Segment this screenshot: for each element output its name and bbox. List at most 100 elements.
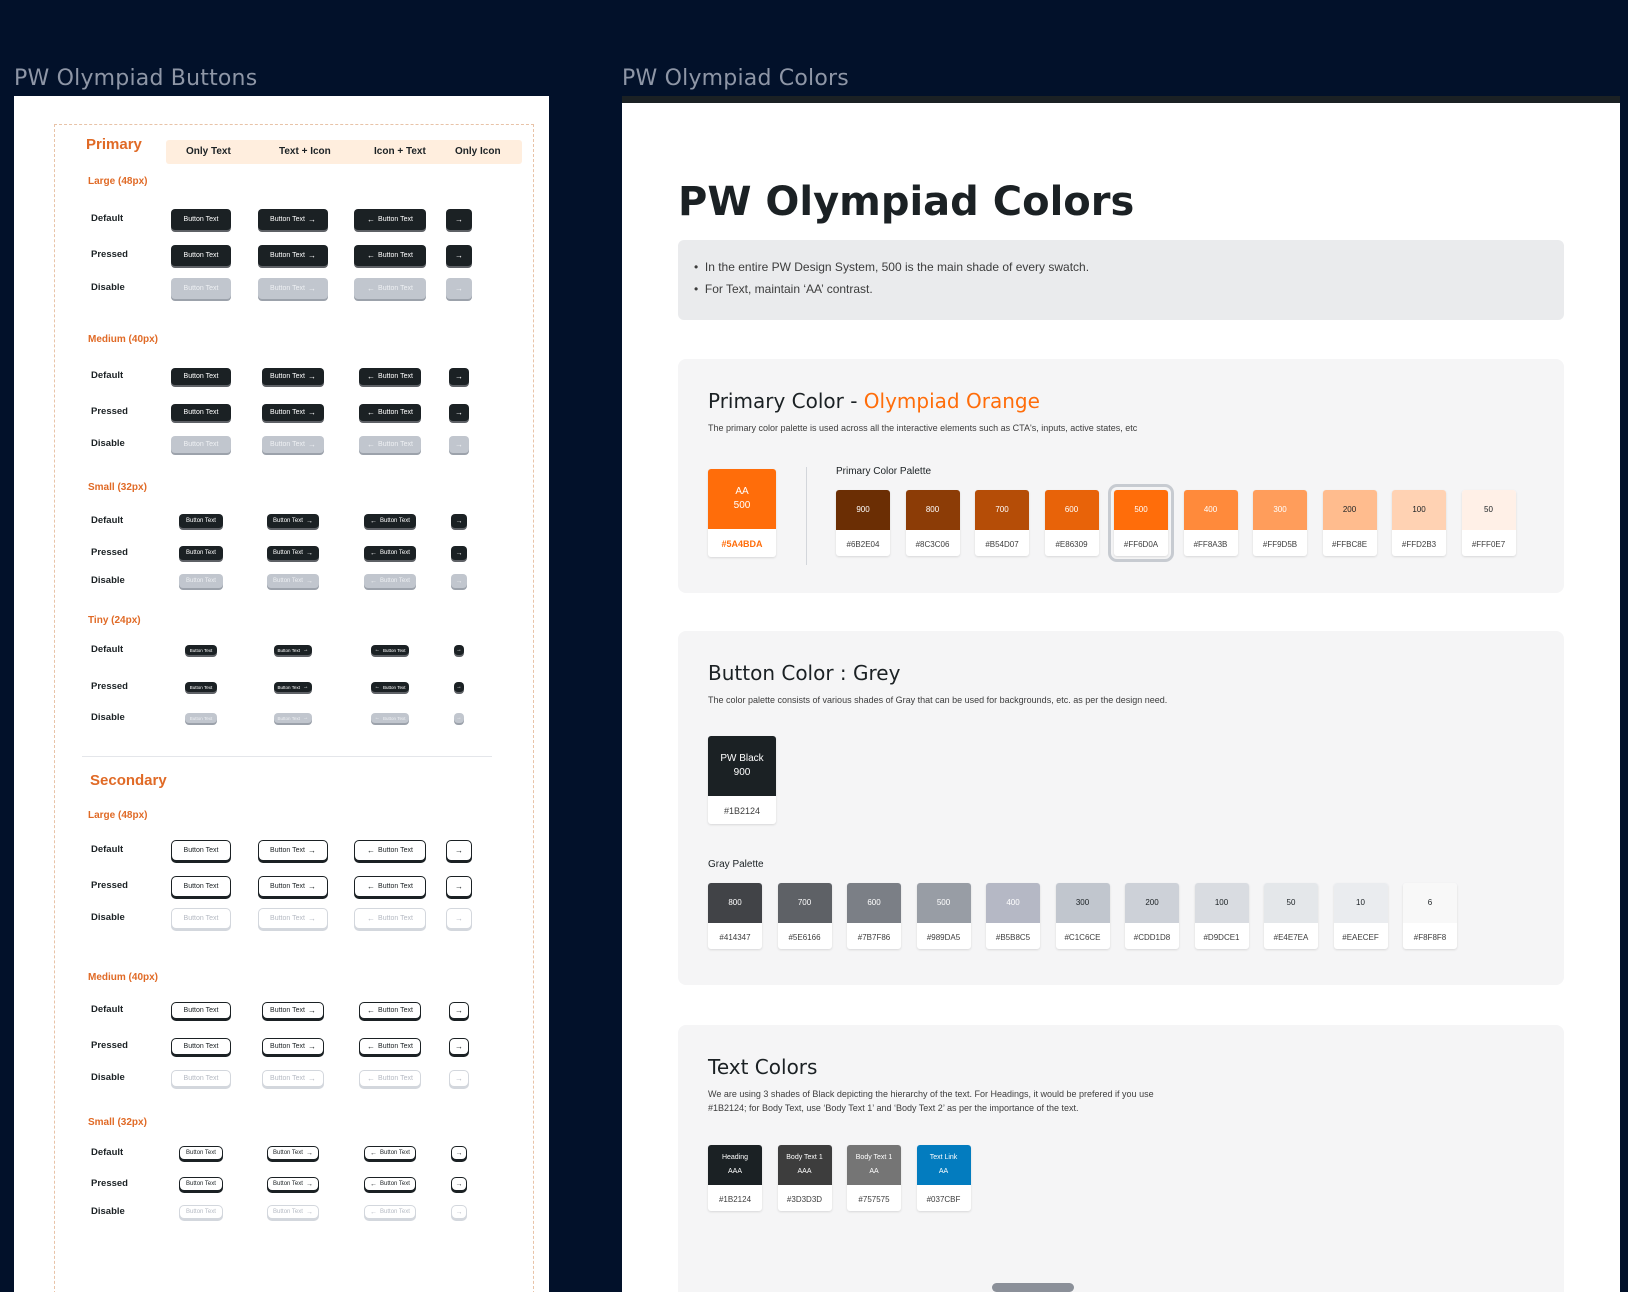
primary-medium-default-only-text-button[interactable]: Button Text [171,367,231,385]
primary-swatch-50[interactable]: 50 #FFF0E7 [1461,490,1516,556]
primary-swatch-100[interactable]: 100 #FFD2B3 [1392,490,1446,556]
button-text: Button Text [183,914,219,922]
state-label-disable: Disable [91,438,125,449]
horizontal-scrollbar[interactable] [992,1283,1074,1292]
primary-medium-default-only-icon-button[interactable]: → [449,367,469,385]
primary-small-default-text-icon-button[interactable]: Button Text → [267,514,319,528]
primary-medium-default-text-icon-button[interactable]: Button Text → [262,367,324,385]
gray-swatch-6[interactable]: 6 #F8F8F8 [1403,883,1457,949]
gray-swatch-600[interactable]: 600 #7B7F86 [847,883,901,949]
primary-small-pressed-icon-text-button[interactable]: ← Button Text [364,546,416,560]
secondary-large-default-only-text-button[interactable]: Button Text [171,839,231,861]
gray-swatch-300[interactable]: 300 #C1C6CE [1055,883,1110,949]
secondary-small-default-only-icon-button[interactable]: → [451,1146,467,1160]
primary-small-pressed-only-icon-button[interactable]: → [451,546,467,560]
secondary-medium-pressed-icon-text-button[interactable]: ← Button Text [359,1037,421,1055]
secondary-medium-pressed-text-icon-button[interactable]: Button Text → [262,1037,324,1055]
gray-swatch-700[interactable]: 700 #5E6166 [777,883,832,949]
primary-large-pressed-icon-text-button[interactable]: ← Button Text [354,244,426,266]
primary-large-default-text-icon-button[interactable]: Button Text → [258,208,328,230]
secondary-medium-default-only-icon-button[interactable]: → [449,1001,469,1019]
secondary-medium-default-only-text-button[interactable]: Button Text [171,1001,231,1019]
gray-swatch-50[interactable]: 50 #E4E7EA [1264,883,1318,949]
gray-swatch-500[interactable]: 500 #989DA5 [916,883,971,949]
text-color-swatch-2[interactable]: Body Text 1 AA #757575 [847,1145,901,1211]
gray-swatch-200[interactable]: 200 #CDD1D8 [1125,883,1179,949]
secondary-medium-default-text-icon-button[interactable]: Button Text → [262,1001,324,1019]
primary-swatch-500[interactable]: 500 #FF6D0A [1108,484,1174,562]
gray-swatch-400[interactable]: 400 #B5B8C5 [986,883,1040,949]
button-text: Button Text [378,440,413,448]
primary-swatch-800[interactable]: 800 #8C3C06 [905,490,960,556]
primary-large-pressed-only-text-button[interactable]: Button Text [171,244,231,266]
gray-swatch-fill: 800 [708,883,762,923]
primary-tiny-pressed-only-icon-button[interactable]: → [454,682,464,692]
secondary-large-default-icon-text-button[interactable]: ← Button Text [354,839,426,861]
secondary-small-default-only-text-button[interactable]: Button Text [179,1146,223,1160]
primary-tiny-default-only-icon-button[interactable]: → [454,645,464,655]
primary-tiny-default-icon-text-button[interactable]: ← Button Text [371,645,409,655]
pw-black-swatch[interactable]: PW Black 900 #1B2124 [708,736,776,824]
secondary-small-default-text-icon-button[interactable]: Button Text → [267,1146,319,1160]
secondary-large-pressed-icon-text-button[interactable]: ← Button Text [354,875,426,897]
primary-small-default-icon-text-button[interactable]: ← Button Text [364,514,416,528]
gray-swatch-800[interactable]: 800 #414347 [708,883,762,949]
arrow-left-icon: ← [367,1073,376,1083]
primary-medium-pressed-icon-text-button[interactable]: ← Button Text [359,403,421,421]
primary-small-pressed-text-icon-button[interactable]: Button Text → [267,546,319,560]
state-label-default: Default [91,370,124,381]
secondary-medium-pressed-only-icon-button[interactable]: → [449,1037,469,1055]
primary-tiny-default-text-icon-button[interactable]: Button Text → [274,645,312,655]
primary-tiny-disable-only-text-button: Button Text [185,713,217,723]
secondary-large-pressed-text-icon-button[interactable]: Button Text → [258,875,328,897]
gray-swatch-10[interactable]: 10 #EAECEF [1333,883,1388,949]
primary-swatch-900[interactable]: 900 #6B2E04 [836,490,890,556]
primary-medium-pressed-only-icon-button[interactable]: → [449,403,469,421]
primary-swatch-fill: 700 [975,490,1029,530]
primary-large-default-only-icon-button[interactable]: → [446,208,472,230]
primary-tiny-default-only-text-button[interactable]: Button Text [185,645,217,655]
gray-swatch-100[interactable]: 100 #D9DCE1 [1194,883,1249,949]
secondary-large-default-text-icon-button[interactable]: Button Text → [258,839,328,861]
primary-medium-default-icon-text-button[interactable]: ← Button Text [359,367,421,385]
primary-medium-pressed-only-text-button[interactable]: Button Text [171,403,231,421]
primary-main-swatch[interactable]: AA 500 #5A4BDA [708,469,776,557]
primary-small-default-only-text-button[interactable]: Button Text [179,514,223,528]
buttons-frame-label[interactable]: PW Olympiad Buttons [14,66,258,91]
button-text: Button Text [183,1006,219,1014]
secondary-small-pressed-only-text-button[interactable]: Button Text [179,1177,223,1191]
primary-tiny-pressed-text-icon-button[interactable]: Button Text → [274,682,312,692]
text-color-swatch-3[interactable]: Text Link AA #037CBF [916,1145,971,1211]
primary-swatch-600[interactable]: 600 #E86309 [1044,490,1099,556]
primary-small-default-only-icon-button[interactable]: → [451,514,467,528]
primary-large-default-only-text-button[interactable]: Button Text [171,208,231,230]
secondary-large-default-only-icon-button[interactable]: → [446,839,472,861]
secondary-small-pressed-only-icon-button[interactable]: → [451,1177,467,1191]
primary-swatch-400[interactable]: 400 #FF8A3B [1183,490,1238,556]
text-color-swatch-1[interactable]: Body Text 1 AAA #3D3D3D [777,1145,832,1211]
button-text: Button Text [183,215,219,223]
primary-swatch-300[interactable]: 300 #FF9D5B [1253,490,1307,556]
swatch-line1: Text Link [929,1154,958,1161]
primary-large-default-icon-text-button[interactable]: ← Button Text [354,208,426,230]
primary-swatch-200[interactable]: 200 #FFBC8E [1322,490,1377,556]
secondary-large-pressed-only-text-button[interactable]: Button Text [171,875,231,897]
primary-large-pressed-text-icon-button[interactable]: Button Text → [258,244,328,266]
secondary-large-pressed-only-icon-button[interactable]: → [446,875,472,897]
text-color-swatch-0[interactable]: Heading AAA #1B2124 [708,1145,762,1211]
arrow-left-icon: ← [367,1041,376,1051]
primary-tiny-pressed-only-text-button[interactable]: Button Text [185,682,217,692]
secondary-small-pressed-icon-text-button[interactable]: ← Button Text [364,1177,416,1191]
secondary-small-pressed-text-icon-button[interactable]: Button Text → [267,1177,319,1191]
secondary-small-default-icon-text-button[interactable]: ← Button Text [364,1146,416,1160]
swatch-line1: Body Text 1 [786,1154,823,1161]
secondary-medium-pressed-only-text-button[interactable]: Button Text [171,1037,231,1055]
primary-large-pressed-only-icon-button[interactable]: → [446,244,472,266]
secondary-medium-default-icon-text-button[interactable]: ← Button Text [359,1001,421,1019]
primary-medium-pressed-text-icon-button[interactable]: Button Text → [262,403,324,421]
primary-tiny-pressed-icon-text-button[interactable]: ← Button Text [371,682,409,692]
primary-small-pressed-only-text-button[interactable]: Button Text [179,546,223,560]
primary-swatch-700[interactable]: 700 #B54D07 [975,490,1029,556]
colors-frame-label[interactable]: PW Olympiad Colors [622,66,849,91]
gray-swatch-fill: 6 [1403,883,1457,923]
